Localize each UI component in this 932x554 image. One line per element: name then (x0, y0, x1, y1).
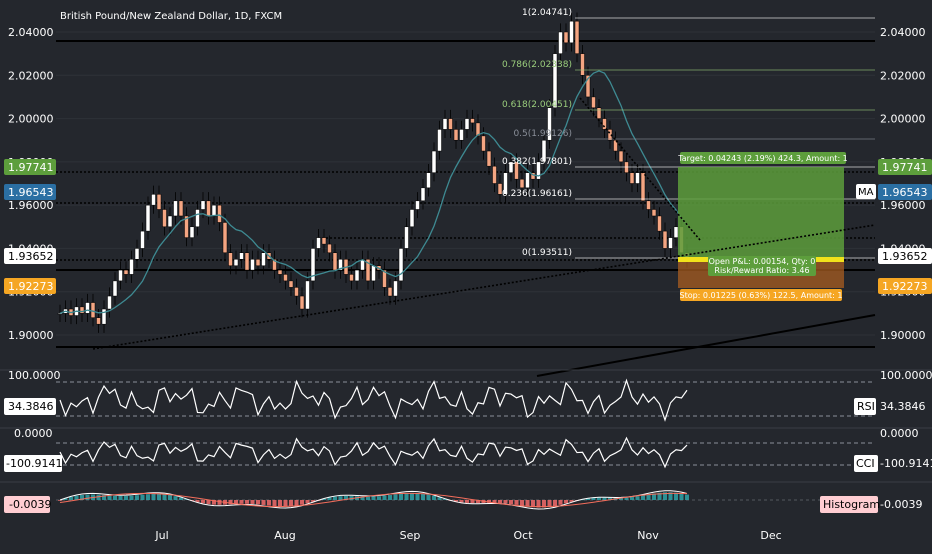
long-position-tool[interactable]: Target: 0.04243 (2.19%) 424.3, Amount: 1… (677, 152, 848, 301)
price-tick-left: 1.96000 (8, 199, 54, 212)
price-badge: 1.97741 (8, 161, 54, 174)
fib-level-label: 1(2.04741) (522, 8, 572, 18)
price-tick-left: 2.04000 (8, 26, 54, 39)
rsi-top-left: 100.0000 (8, 369, 61, 382)
trend-lines[interactable] (92, 97, 876, 377)
signal-line (59, 492, 688, 508)
profit-zone[interactable] (678, 167, 844, 258)
fib-level-label: 0.5(1.99126) (513, 129, 572, 139)
rsi-line (59, 378, 688, 422)
rsi-label: RSI (857, 400, 875, 413)
moving-average (59, 70, 688, 314)
price-tick-left: 2.00000 (8, 113, 54, 126)
stop-label: Stop: 0.01225 (0.63%) 122.5, Amount: 1 (679, 291, 842, 300)
price-tick-right: 2.00000 (880, 113, 926, 126)
target-label-box (680, 152, 846, 164)
pl-label-box (708, 256, 816, 276)
price-tick-right: 2.02000 (880, 69, 926, 82)
rsi-pane[interactable]: 100.0000 100.0000 34.3846 RSI 34.3846 (4, 369, 932, 422)
price-badge: 1.93652 (8, 250, 54, 263)
time-axis[interactable]: Jul Aug Sep Oct Nov Dec (154, 529, 781, 542)
price-badge: 1.93652 (882, 250, 928, 263)
macd-value-right: -0.0039 (880, 498, 922, 511)
price-badges: 1.97741 1.97741 1.96543 1.96543 1.93652 1.936… (4, 159, 932, 294)
rsi-top-right: 100.0000 (880, 369, 932, 382)
price-tick-right: 2.04000 (880, 26, 926, 39)
time-tick: Aug (274, 529, 295, 542)
price-tick-left: 2.02000 (8, 69, 54, 82)
time-tick: Oct (513, 529, 533, 542)
symbol-title: British Pound/New Zealand Dollar, 1D, FX… (60, 11, 282, 22)
cci-pane[interactable]: 0.0000 0.0000 -100.9141 CCI -100.9141 (4, 427, 932, 472)
price-badge: 1.97741 (882, 161, 928, 174)
rsi-value-right: 34.3846 (880, 400, 926, 413)
cci-top-left: 0.0000 (14, 427, 53, 440)
fib-level-label: 0.382(1.97801) (502, 157, 572, 167)
price-tick-right: 1.90000 (880, 329, 926, 342)
price-badge: 1.92273 (8, 280, 54, 293)
price-tick-right: 1.96000 (880, 199, 926, 212)
risk-reward-label: Risk/Reward Ratio: 3.46 (714, 266, 809, 275)
macd-value-left: -0.0039 (9, 498, 51, 511)
fib-level-label: 0.236(1.96161) (502, 189, 572, 199)
rsi-value-left: 34.3846 (8, 400, 54, 413)
price-badge: 1.96543 (8, 186, 54, 199)
price-badge: 1.92273 (882, 280, 928, 293)
cci-value-left: -100.9141 (6, 457, 62, 470)
fib-level-label: 0.786(2.02338) (502, 60, 572, 70)
cci-label: CCI (856, 457, 875, 470)
price-tick-left: 1.90000 (8, 329, 54, 342)
fib-level-label: 0(1.93511) (522, 248, 572, 258)
ma-label: MA (858, 187, 874, 198)
cci-line (59, 436, 688, 469)
cci-top-right: 0.0000 (880, 427, 919, 440)
macd-pane[interactable]: -0.0039 Histogram -0.0039 (4, 490, 922, 513)
fib-level-label: 0.618(2.00451) (502, 100, 572, 110)
time-tick: Dec (760, 529, 781, 542)
price-badge: 1.96543 (882, 186, 928, 199)
stop-label-box (680, 289, 842, 301)
time-tick: Sep (400, 529, 421, 542)
time-tick: Nov (637, 529, 659, 542)
cci-value-right: -100.9141 (880, 457, 932, 470)
macd-label: Histogram (823, 498, 880, 511)
open-pl-label: Open P&L: 0.00154, Qty: 0 (709, 257, 816, 266)
target-label: Target: 0.04243 (2.19%) 424.3, Amount: 1 (677, 154, 848, 163)
time-tick: Jul (154, 529, 168, 542)
